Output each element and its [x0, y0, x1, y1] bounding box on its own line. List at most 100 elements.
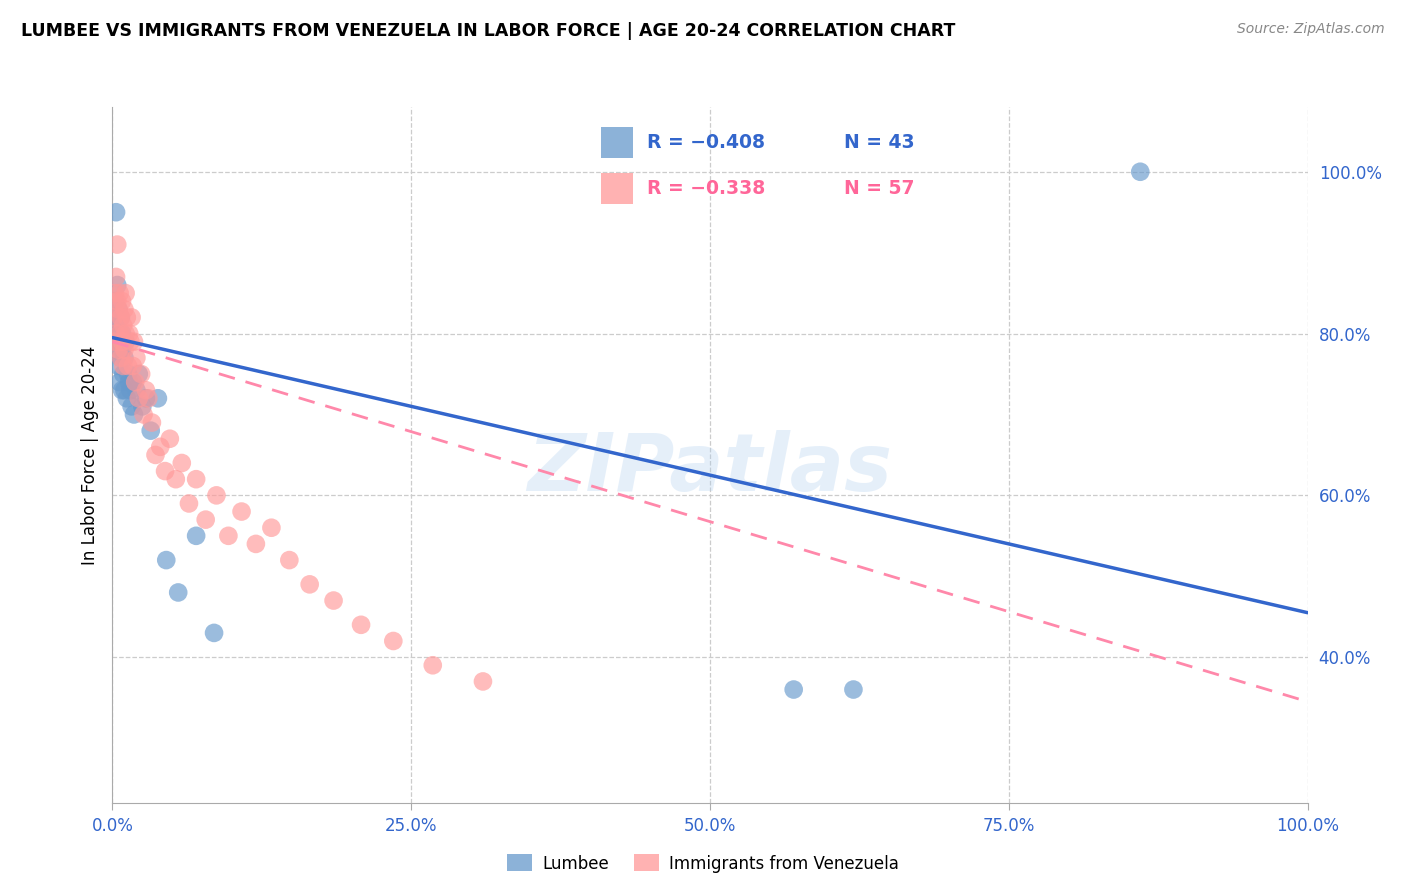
Point [105, 343, 128, 357]
Point [135, 383, 157, 397]
Point [129, 367, 152, 381]
Point [105, 205, 128, 219]
Point [105, 237, 128, 252]
Text: ZIPatlas: ZIPatlas [527, 430, 893, 508]
Point [125, 383, 148, 397]
Point [107, 334, 129, 349]
Point [114, 383, 135, 397]
Point [141, 416, 163, 430]
Point [422, 658, 444, 673]
Point [112, 359, 135, 373]
Text: R = −0.408: R = −0.408 [647, 133, 765, 152]
Point [217, 529, 239, 543]
Point [186, 529, 208, 543]
Point [115, 310, 138, 325]
Point [114, 302, 135, 317]
Point [149, 440, 172, 454]
Point [260, 521, 283, 535]
Point [472, 674, 495, 689]
Point [108, 286, 131, 301]
Point [118, 326, 141, 341]
Point [115, 392, 138, 406]
Point [105, 294, 128, 309]
FancyBboxPatch shape [602, 173, 633, 204]
Point [782, 682, 804, 697]
Point [110, 310, 132, 325]
Point [124, 375, 146, 389]
Point [135, 392, 157, 406]
Point [165, 472, 187, 486]
Point [128, 392, 150, 406]
Point [121, 359, 143, 373]
Point [298, 577, 321, 591]
Point [114, 326, 136, 341]
Point [177, 496, 200, 510]
Point [103, 310, 125, 325]
Point [104, 294, 127, 309]
Point [114, 343, 135, 357]
Text: R = −0.338: R = −0.338 [647, 179, 765, 198]
Point [120, 334, 142, 349]
Point [121, 400, 143, 414]
Point [128, 367, 150, 381]
Text: Source: ZipAtlas.com: Source: ZipAtlas.com [1237, 22, 1385, 37]
Point [103, 334, 125, 349]
Point [107, 359, 129, 373]
Point [112, 334, 135, 349]
Point [103, 310, 125, 325]
Point [110, 351, 132, 365]
Point [121, 375, 143, 389]
Point [114, 351, 135, 365]
Point [114, 334, 136, 349]
Point [202, 626, 225, 640]
Point [159, 432, 181, 446]
Point [105, 326, 128, 341]
Point [111, 326, 134, 341]
Point [139, 424, 162, 438]
Point [111, 343, 134, 357]
Point [146, 392, 169, 406]
Point [111, 294, 134, 309]
Point [111, 334, 134, 349]
Point [350, 617, 373, 632]
Point [117, 359, 139, 373]
Point [104, 318, 127, 333]
Y-axis label: In Labor Force | Age 20-24: In Labor Force | Age 20-24 [80, 345, 98, 565]
Point [132, 408, 155, 422]
Point [108, 326, 131, 341]
Point [122, 334, 145, 349]
Point [121, 310, 143, 325]
Point [205, 488, 228, 502]
Point [125, 351, 148, 365]
Point [153, 464, 176, 478]
Point [278, 553, 301, 567]
Point [842, 682, 865, 697]
Point [108, 375, 131, 389]
FancyBboxPatch shape [602, 127, 633, 158]
Point [131, 400, 153, 414]
Point [114, 286, 136, 301]
Point [231, 504, 253, 518]
Point [194, 513, 217, 527]
Point [167, 585, 190, 599]
Point [1129, 165, 1152, 179]
Point [382, 634, 405, 648]
Point [186, 472, 208, 486]
Point [107, 302, 129, 317]
Point [107, 302, 129, 317]
Point [322, 593, 344, 607]
Point [105, 326, 128, 341]
Point [117, 367, 139, 381]
Point [122, 408, 145, 422]
Point [120, 383, 142, 397]
Text: N = 43: N = 43 [844, 133, 914, 152]
Point [104, 334, 127, 349]
Point [155, 553, 177, 567]
Point [118, 375, 141, 389]
Point [107, 343, 129, 357]
Legend: Lumbee, Immigrants from Venezuela: Lumbee, Immigrants from Venezuela [501, 847, 905, 880]
Point [105, 278, 128, 293]
Point [112, 367, 135, 381]
Text: N = 57: N = 57 [844, 179, 914, 198]
Point [111, 383, 134, 397]
